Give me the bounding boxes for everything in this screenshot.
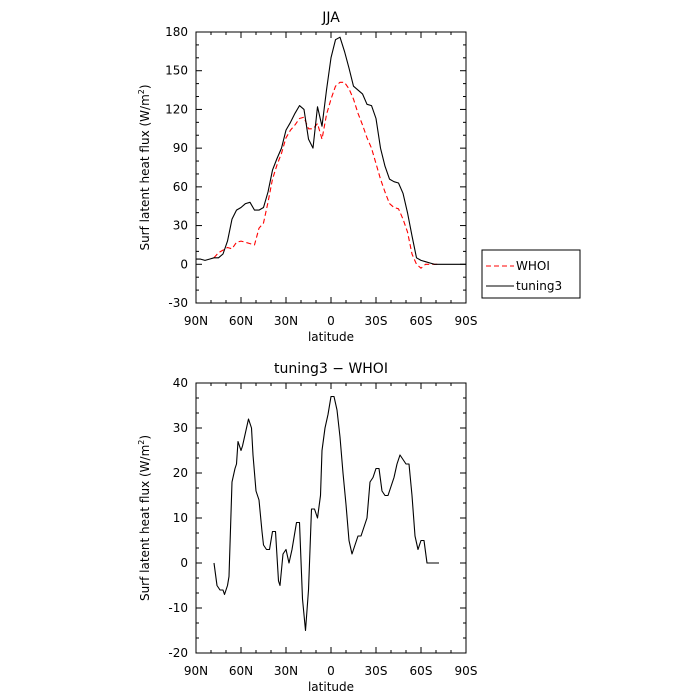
y-tick-label: 10 [173,511,188,525]
x-tick-label: 90N [184,664,208,678]
y-tick-label: 30 [173,421,188,435]
chart-title: JJA [321,10,340,26]
chart-panel-1: tuning3 − WHOI -20 -10 0 10 20 30 40 90N 60N 30N 0 3… [137,361,477,694]
x-tick-label: 30N [274,314,298,328]
x-tick-label: 90S [455,314,478,328]
y-axis-label: Surf latent heat flux (W/m2) [137,84,152,250]
y-axis-label-sup: 2 [137,440,146,445]
legend-label-1: tuning3 [516,279,562,293]
y-axis-label-end: ) [138,84,152,89]
y-tick-label: 30 [173,219,188,233]
y-tick-label: 20 [173,466,188,480]
y-tick-label: 60 [173,180,188,194]
x-tick-label: 30N [274,664,298,678]
y-tick-label: -20 [168,646,188,660]
y-tick-label: -10 [168,601,188,615]
legend-label-0: WHOI [516,259,550,273]
x-tick-label: 0 [327,664,335,678]
x-tick-label: 60N [229,664,253,678]
series-line-0 [213,81,439,269]
x-tick-label: 90S [455,664,478,678]
chart-title: tuning3 − WHOI [274,361,388,377]
y-tick-label: 180 [165,25,188,39]
series-line-0 [213,395,439,632]
y-axis-label-main: Surf latent heat flux (W/m [138,445,152,601]
y-axis-label-end: ) [138,435,152,440]
x-tick-label: 30S [365,664,388,678]
y-tick-label: 0 [180,257,188,271]
x-tick-label: 60S [410,314,433,328]
y-axis-label: Surf latent heat flux (W/m2) [137,435,152,601]
chart-panel-0: JJA -30 0 30 60 90 120 150 180 90N 60N 30N 0 30S 60S 90… [137,10,581,344]
y-tick-label: 0 [180,556,188,570]
y-axis-label-main: Surf latent heat flux (W/m [138,94,152,250]
legend-box [481,249,581,299]
plot-frame [195,382,467,654]
y-tick-label: 90 [173,141,188,155]
series-line-1 [196,36,466,265]
x-axis-label: latitude [308,330,354,344]
x-tick-label: 60S [410,664,433,678]
y-tick-label: -30 [168,296,188,310]
x-tick-label: 30S [365,314,388,328]
x-tick-label: 0 [327,314,335,328]
y-tick-label: 40 [173,376,188,390]
y-tick-label: 120 [165,102,188,116]
y-axis-label-sup: 2 [137,89,146,94]
y-tick-label: 150 [165,64,188,78]
x-tick-label: 90N [184,314,208,328]
x-axis-label: latitude [308,680,354,694]
legend: WHOI tuning3 [481,249,581,299]
x-tick-label: 60N [229,314,253,328]
plot-frame [195,31,467,304]
